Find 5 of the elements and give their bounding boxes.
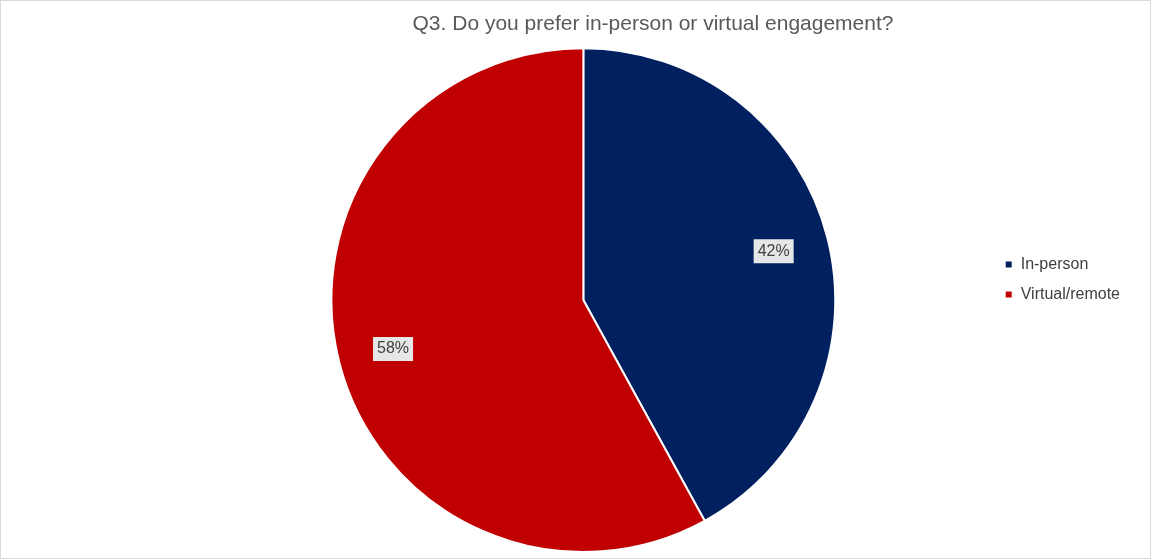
data-label: 42% xyxy=(757,241,790,259)
legend-label: In-person xyxy=(1020,254,1089,272)
legend-label: Virtual/remote xyxy=(1020,284,1121,302)
chart-title: Q3. Do you prefer in-person or virtual engagement? xyxy=(412,11,894,35)
data-label: 58% xyxy=(377,339,410,357)
